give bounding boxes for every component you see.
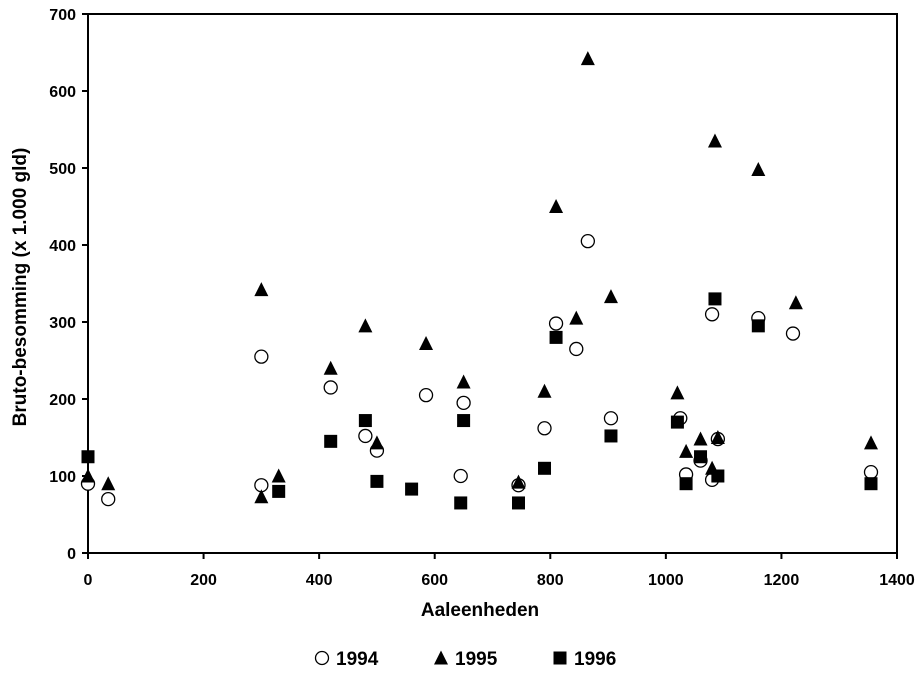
point-1995 [323, 360, 338, 375]
x-tick-label: 600 [421, 572, 448, 589]
point-1996 [370, 474, 384, 488]
legend-marker-1994 [314, 650, 330, 666]
point-1996 [358, 414, 372, 428]
point-1994 [323, 380, 338, 395]
point-1996 [708, 292, 722, 306]
x-axis-title: Aaleenheden [421, 600, 539, 621]
point-1996 [81, 450, 95, 464]
point-1995 [863, 435, 878, 450]
y-tick-label: 100 [49, 469, 76, 486]
legend-label-1994: 1994 [336, 649, 379, 670]
point-1994 [580, 233, 595, 249]
point-1996 [694, 450, 708, 464]
point-1996 [405, 482, 419, 496]
plot-frame [87, 13, 898, 554]
y-axis-title: Bruto-besomming (x 1.000 gld) [10, 148, 31, 427]
point-1995 [569, 310, 584, 325]
point-1995 [254, 282, 269, 297]
y-tick-label: 0 [67, 546, 76, 563]
point-1995 [419, 336, 434, 351]
point-1994 [101, 491, 116, 507]
y-axis-ticks: 0 100 200 300 400 500 600 700 [49, 7, 88, 563]
legend-label-1995: 1995 [455, 649, 498, 670]
y-tick-label: 600 [49, 84, 76, 101]
point-1996 [512, 496, 526, 510]
point-1994 [418, 387, 434, 403]
point-1995 [710, 430, 725, 444]
point-1995 [537, 383, 552, 398]
point-1995 [254, 489, 269, 504]
point-1994 [569, 341, 584, 357]
point-1996 [679, 477, 693, 491]
point-1996 [670, 415, 684, 429]
point-1995 [81, 468, 95, 483]
point-1994 [254, 349, 269, 364]
x-tick-label: 1000 [648, 572, 684, 589]
x-tick-label: 1200 [764, 572, 800, 589]
point-1995 [101, 476, 116, 491]
point-1994 [453, 468, 468, 484]
y-tick-label: 300 [49, 315, 76, 332]
point-1995 [670, 385, 685, 400]
y-tick-label: 700 [49, 7, 76, 24]
point-1996 [711, 469, 725, 483]
point-1996 [864, 477, 878, 491]
point-1996 [272, 484, 286, 498]
point-1995 [707, 133, 722, 148]
y-tick-label: 500 [49, 161, 76, 178]
data-points [80, 51, 879, 510]
point-1994 [456, 395, 471, 411]
legend-marker-1996 [553, 651, 567, 665]
point-1994 [863, 464, 879, 480]
point-1996 [454, 496, 468, 510]
y-tick-label: 400 [49, 238, 76, 255]
point-1995 [549, 199, 564, 213]
y-tick-label: 200 [49, 392, 76, 409]
point-1995 [511, 474, 526, 489]
point-1995 [751, 162, 766, 177]
point-1994 [537, 421, 552, 436]
point-1996 [751, 319, 765, 333]
point-1995 [580, 51, 595, 66]
legend-label-1996: 1996 [574, 649, 616, 670]
x-tick-label: 1400 [879, 572, 915, 589]
point-1994 [548, 316, 564, 331]
point-1996 [324, 434, 338, 448]
x-axis-ticks: 0 200 400 600 800 1000 1200 1400 [84, 553, 915, 589]
point-1995 [358, 318, 373, 333]
point-1994 [704, 307, 720, 322]
legend-marker-1995 [434, 650, 448, 665]
point-1994 [785, 326, 801, 341]
point-1996 [457, 414, 471, 428]
point-1995 [456, 374, 471, 389]
x-tick-label: 800 [537, 572, 564, 589]
point-1995 [603, 289, 618, 304]
point-1994 [358, 428, 373, 444]
point-1995 [679, 443, 694, 458]
point-1996 [604, 429, 618, 443]
point-1996 [538, 461, 552, 475]
point-1994 [603, 411, 619, 426]
legend: 1994 1995 1996 [314, 649, 616, 670]
x-tick-label: 200 [190, 572, 217, 589]
x-tick-label: 400 [306, 572, 333, 589]
x-tick-label: 0 [84, 572, 93, 589]
point-1995 [788, 295, 803, 310]
point-1995 [271, 468, 286, 483]
point-1996 [549, 330, 563, 344]
point-1995 [369, 435, 384, 450]
point-1995 [693, 431, 708, 446]
